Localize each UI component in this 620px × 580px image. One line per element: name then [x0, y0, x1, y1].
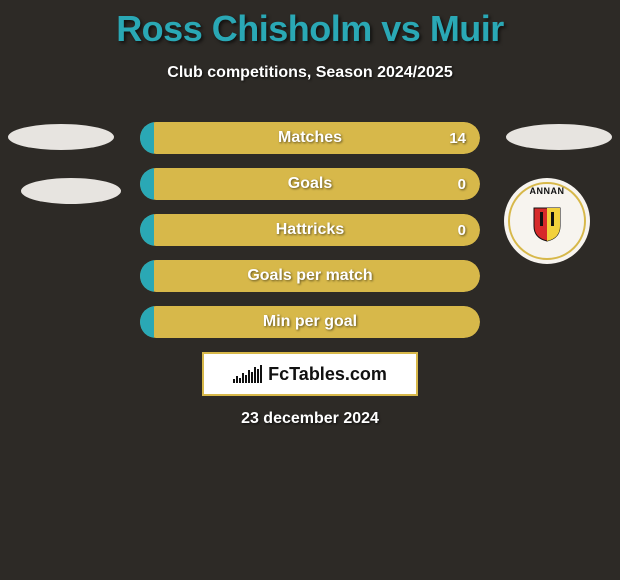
avatar-placeholder-left-2 — [21, 178, 121, 204]
fctables-logo[interactable]: FcTables.com — [202, 352, 418, 396]
stat-bar-matches: Matches 14 — [140, 122, 480, 154]
logo-text: FcTables.com — [268, 364, 387, 385]
bar-label: Hattricks — [140, 214, 480, 246]
bar-value: 14 — [449, 122, 466, 154]
subtitle: Club competitions, Season 2024/2025 — [0, 64, 620, 82]
bar-value: 0 — [458, 168, 466, 200]
stat-bar-goals: Goals 0 — [140, 168, 480, 200]
player2-name: Muir — [430, 8, 504, 49]
bar-label: Goals per match — [140, 260, 480, 292]
player1-name: Ross Chisholm — [116, 8, 372, 49]
bar-label: Matches — [140, 122, 480, 154]
page-title: Ross Chisholm vs Muir — [0, 0, 620, 50]
date-text: 23 december 2024 — [0, 410, 620, 428]
vs-text: vs — [381, 8, 420, 49]
badge-top-text: ANNAN — [504, 186, 590, 196]
bar-value: 0 — [458, 214, 466, 246]
bar-label: Min per goal — [140, 306, 480, 338]
stat-bars: Matches 14 Goals 0 Hattricks 0 Goals per… — [140, 122, 480, 352]
stat-bar-goals-per-match: Goals per match — [140, 260, 480, 292]
stat-bar-min-per-goal: Min per goal — [140, 306, 480, 338]
club-badge: ANNAN — [504, 178, 590, 264]
stat-bar-hattricks: Hattricks 0 — [140, 214, 480, 246]
bars-icon — [233, 365, 262, 383]
avatar-placeholder-right-1 — [506, 124, 612, 150]
avatar-placeholder-left-1 — [8, 124, 114, 150]
bar-label: Goals — [140, 168, 480, 200]
